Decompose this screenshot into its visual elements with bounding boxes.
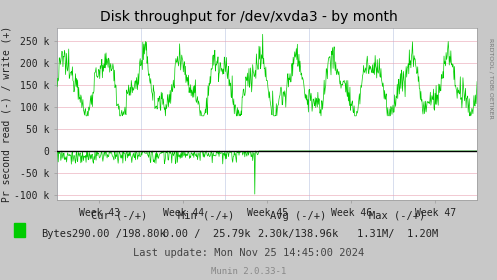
Text: Max (-/+): Max (-/+)	[369, 211, 426, 221]
Y-axis label: Pr second read (-) / write (+): Pr second read (-) / write (+)	[1, 26, 11, 202]
Text: Last update: Mon Nov 25 14:45:00 2024: Last update: Mon Nov 25 14:45:00 2024	[133, 248, 364, 258]
Text: Cur (-/+): Cur (-/+)	[91, 211, 148, 221]
Text: 2.30k/138.96k: 2.30k/138.96k	[257, 229, 339, 239]
Text: Bytes: Bytes	[41, 229, 72, 239]
Text: Munin 2.0.33-1: Munin 2.0.33-1	[211, 267, 286, 276]
Text: Min (-/+): Min (-/+)	[178, 211, 235, 221]
Text: RRDTOOL / TOBI OETIKER: RRDTOOL / TOBI OETIKER	[489, 38, 494, 119]
Text: 1.31M/  1.20M: 1.31M/ 1.20M	[357, 229, 438, 239]
Text: 0.00 /  25.79k: 0.00 / 25.79k	[163, 229, 250, 239]
Text: Disk throughput for /dev/xvda3 - by month: Disk throughput for /dev/xvda3 - by mont…	[99, 10, 398, 24]
Text: 290.00 /198.80k: 290.00 /198.80k	[73, 229, 166, 239]
Text: Avg (-/+): Avg (-/+)	[270, 211, 327, 221]
